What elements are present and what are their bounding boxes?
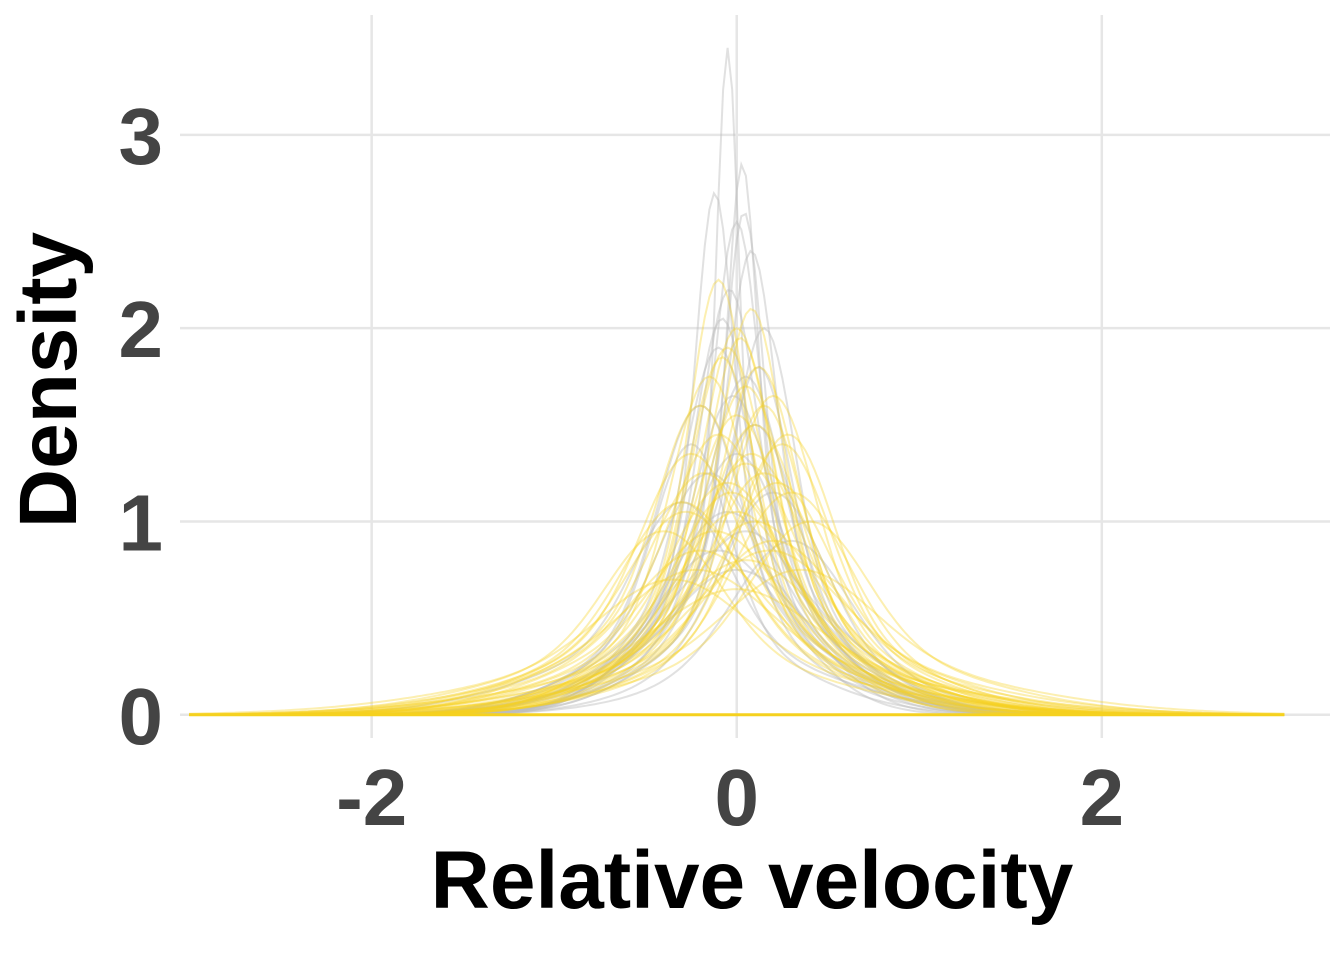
yellow-density-curve: [189, 539, 1285, 716]
yellow-density-curve: [189, 549, 1285, 716]
x-tick-label: 2: [1080, 753, 1125, 842]
yellow-density-curve: [189, 510, 1285, 716]
yellow-density-curve: [189, 549, 1285, 716]
y-tick-labels: 0 1 2 3: [119, 92, 164, 761]
yellow-density-curve: [189, 568, 1285, 716]
yellow-density-curve: [189, 588, 1285, 716]
yellow-density-curve: [189, 491, 1285, 716]
yellow-density-curve: [189, 559, 1285, 716]
y-tick-label: 0: [119, 672, 164, 761]
gridlines: [180, 15, 1330, 738]
x-tick-label: 0: [714, 753, 759, 842]
yellow-density-curve: [189, 578, 1285, 716]
x-tick-label: -2: [336, 753, 407, 842]
density-curves: [189, 47, 1285, 717]
yellow-density-curve: [189, 530, 1285, 716]
y-tick-label: 1: [119, 478, 164, 567]
y-tick-label: 2: [119, 285, 164, 374]
yellow-density-curve: [189, 520, 1285, 716]
y-axis-title: Density: [3, 232, 94, 529]
x-tick-labels: -2 0 2: [336, 753, 1124, 842]
x-axis-title: Relative velocity: [431, 835, 1074, 926]
yellow-density-curve: [189, 568, 1285, 716]
y-tick-label: 3: [119, 92, 164, 181]
yellow-density-curve: [189, 481, 1285, 716]
